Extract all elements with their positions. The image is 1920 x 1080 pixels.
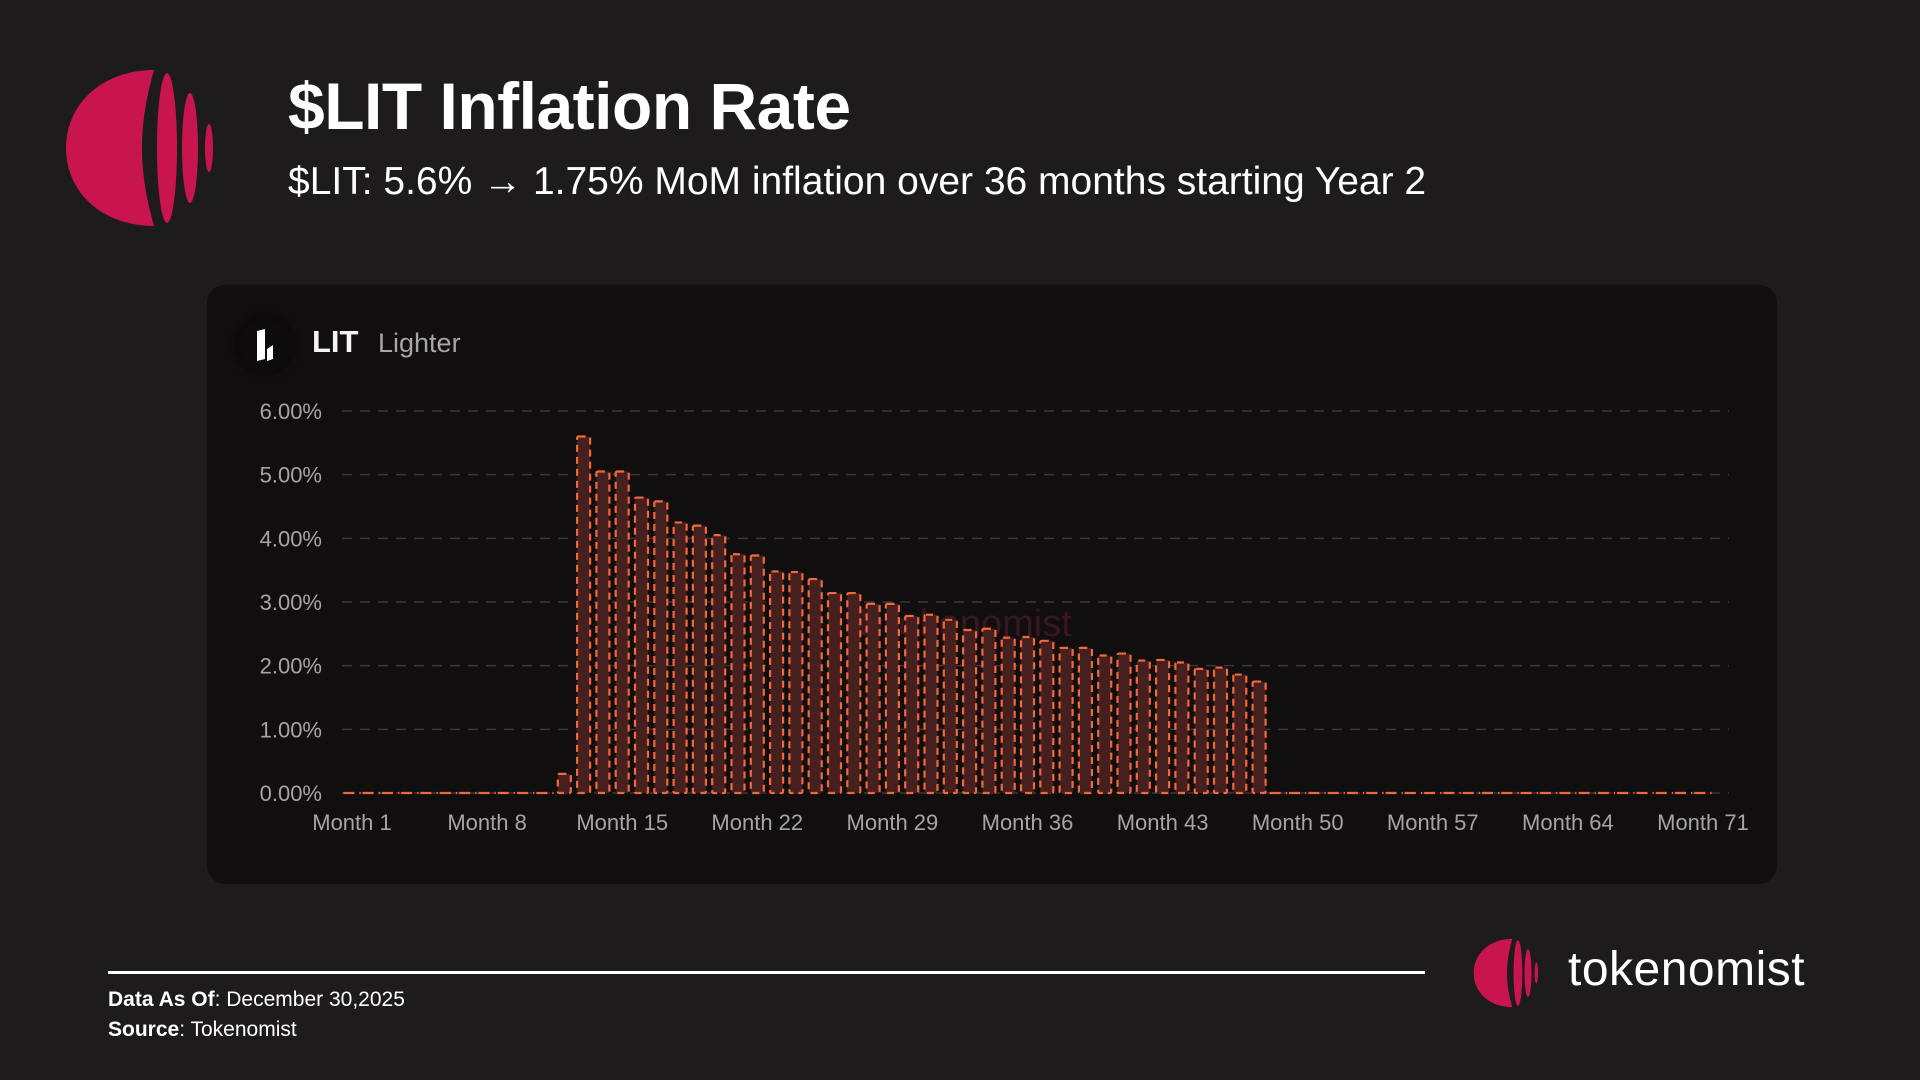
data-as-of-label: Data As Of [108, 988, 215, 1011]
chart-card [207, 285, 1777, 884]
source-label: Source [108, 1018, 180, 1041]
footer-divider [108, 971, 1425, 974]
token-name: Lighter [378, 328, 461, 358]
token-symbol: LIT [312, 324, 359, 359]
page-title: $LIT Inflation Rate [288, 69, 851, 143]
source: Source: Tokenomist [108, 1018, 297, 1042]
footer-brand-name: tokenomist [1568, 943, 1806, 996]
page-subtitle: $LIT: 5.6% → 1.75% MoM inflation over 36… [288, 160, 1427, 203]
source-value: : Tokenomist [179, 1018, 297, 1041]
lighter-logo-icon [235, 315, 295, 375]
data-as-of: Data As Of: December 30,2025 [108, 988, 405, 1012]
tokenomist-logo-icon [66, 70, 213, 226]
data-as-of-value: : December 30,2025 [214, 988, 405, 1011]
tokenomist-footer-logo-icon [1473, 938, 1539, 1008]
